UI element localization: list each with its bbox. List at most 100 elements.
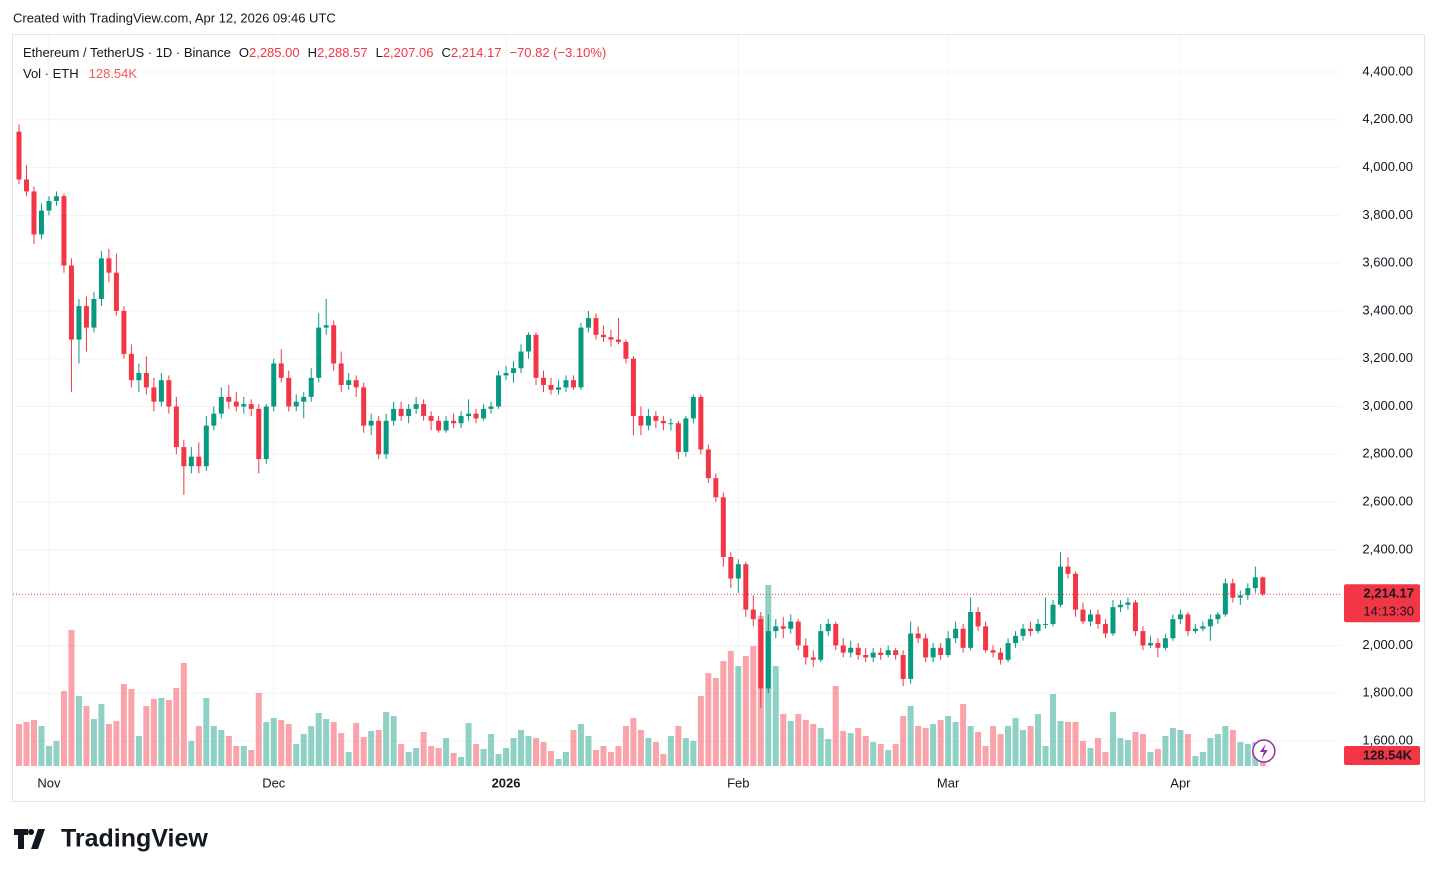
candle-body [1013, 635, 1019, 644]
candle-body [578, 327, 584, 388]
volume-bar [120, 684, 127, 766]
volume-bar [742, 656, 749, 766]
y-tick-label: 3,800.00 [1362, 207, 1413, 222]
volume-bar [862, 736, 869, 766]
candle-body [158, 380, 164, 402]
x-tick-label: 2026 [492, 775, 521, 790]
candle-body [503, 373, 509, 376]
page-header: Created with TradingView.com, Apr 12, 20… [13, 10, 336, 25]
volume-bar [697, 696, 704, 766]
volume-bar [68, 630, 75, 766]
volume-bar [817, 728, 824, 766]
volume-bar [607, 752, 614, 766]
candle-body [526, 334, 532, 352]
candle-body [675, 423, 681, 452]
y-tick-label: 1,600.00 [1362, 732, 1413, 747]
volume-bar [577, 724, 584, 766]
candle-body [31, 191, 37, 235]
candle-body [481, 408, 487, 419]
candle-body [930, 647, 936, 658]
candle-body [1215, 614, 1221, 620]
candle-body [1207, 619, 1213, 627]
candle-body [53, 196, 59, 201]
candle-body [855, 647, 861, 656]
volume-bar [405, 752, 412, 766]
candle-body [1072, 573, 1078, 610]
volume-bar [53, 741, 60, 766]
volume-bar [562, 752, 569, 766]
candle-body [256, 408, 262, 460]
candle-body [188, 456, 194, 467]
low: 2,207.06 [383, 45, 434, 60]
candle-body [451, 420, 457, 424]
volume-bar [128, 689, 135, 766]
volume-bar [1027, 726, 1034, 766]
candle-body [488, 406, 494, 409]
volume-bar [615, 746, 622, 766]
volume-bar [1087, 748, 1094, 766]
volume-bar [458, 757, 465, 766]
volume-bar [218, 730, 225, 766]
candle-body [690, 396, 696, 419]
candle-body [1058, 566, 1064, 605]
volume-bar [510, 738, 517, 766]
volume-bar [900, 716, 907, 766]
volume-bar [975, 732, 982, 766]
volume-bar [592, 750, 599, 766]
candle-body [1050, 604, 1056, 624]
y-tick-label: 4,000.00 [1362, 159, 1413, 174]
y-tick-label: 2,800.00 [1362, 446, 1413, 461]
candle-body [368, 420, 374, 426]
volume-bar [210, 726, 217, 766]
volume-bar [38, 726, 45, 766]
candle-body [1117, 604, 1123, 608]
volume-bar [225, 736, 232, 766]
candle-body [38, 210, 44, 235]
candle-body [1087, 614, 1093, 622]
volume-bar [398, 744, 405, 766]
volume-bar [1147, 752, 1154, 766]
candle-body [705, 449, 711, 479]
candle-body [166, 380, 172, 407]
h-key: H [308, 45, 317, 60]
volume-bar [428, 746, 435, 766]
volume-bar [390, 716, 397, 766]
volume-bar [1057, 721, 1064, 766]
volume-bar [450, 753, 457, 766]
volume-bar [705, 673, 712, 766]
candle-body [218, 396, 224, 414]
candle-body [196, 456, 202, 467]
volume-bar [990, 726, 997, 766]
change: −70.82 (−3.10%) [509, 45, 606, 60]
volume-bar [480, 749, 487, 766]
volume-bar [847, 733, 854, 766]
candle-body [990, 650, 996, 653]
volume-bar [810, 724, 817, 766]
candle-body [1162, 638, 1168, 648]
candle-body [473, 413, 479, 419]
candle-body [541, 377, 547, 385]
volume-bar [105, 724, 112, 766]
candle-body [211, 413, 217, 426]
candle-body [923, 638, 929, 658]
volume-bar [780, 714, 787, 766]
candle-body [338, 363, 344, 385]
candle-body [1200, 626, 1206, 629]
candle-body [780, 626, 786, 629]
volume-bar [922, 728, 929, 766]
x-tick-label: Nov [37, 775, 61, 790]
candle-body [428, 416, 434, 421]
candle-body [683, 418, 689, 452]
volume-bar [443, 738, 450, 766]
candle-body [833, 623, 839, 646]
x-tick-label: Mar [937, 775, 960, 790]
candle-body [623, 341, 629, 359]
y-tick-label: 3,200.00 [1362, 350, 1413, 365]
candle-body [151, 387, 157, 402]
volume-bar [570, 730, 577, 766]
candle-body [615, 339, 621, 342]
candle-body [1132, 602, 1138, 632]
volume-bar [30, 720, 37, 766]
candle-body [278, 363, 284, 378]
